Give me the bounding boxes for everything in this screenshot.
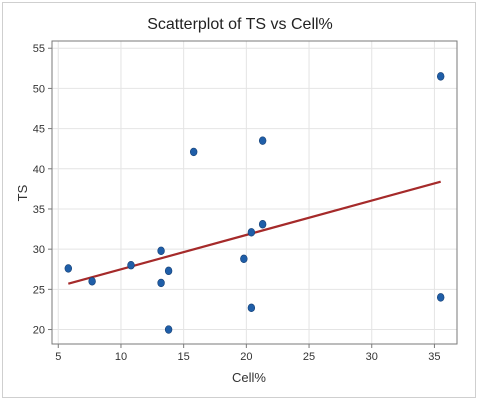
data-point: [88, 277, 96, 286]
y-tick-label: 55: [33, 43, 45, 55]
x-tick-label: 35: [428, 351, 440, 363]
x-tick-label: 20: [240, 351, 252, 363]
data-point: [64, 264, 73, 273]
data-point: [436, 72, 445, 81]
x-tick-label: 5: [55, 351, 61, 363]
y-tick-label: 25: [33, 284, 45, 296]
y-tick-label: 30: [33, 244, 45, 256]
y-tick-label: 35: [33, 204, 45, 216]
chart-frame: [2, 2, 476, 398]
x-tick-label: 10: [115, 351, 127, 363]
plot-area: [51, 40, 458, 345]
data-point: [247, 303, 256, 313]
y-tick-label: 50: [33, 83, 45, 95]
y-tick-label: 20: [33, 325, 45, 337]
data-point: [258, 220, 267, 229]
x-tick-label: 25: [303, 351, 315, 363]
data-point: [240, 254, 248, 264]
data-point: [247, 228, 256, 237]
data-point: [164, 266, 173, 276]
axis-ticks: 5 10 15 20 25 30 35 20 25 30 35 40 45 50 55: [33, 43, 441, 363]
data-point: [189, 147, 198, 157]
data-point: [157, 246, 165, 255]
x-axis-title: Cell%: [232, 370, 266, 385]
data-point: [127, 261, 135, 270]
grid: [52, 41, 457, 344]
data-point: [164, 325, 173, 334]
data-point: [436, 293, 445, 302]
y-tick-label: 40: [33, 164, 45, 176]
y-axis-title: TS: [15, 184, 30, 201]
y-tick-label: 45: [33, 124, 45, 136]
x-tick-label: 30: [366, 351, 378, 363]
data-point: [157, 278, 165, 288]
data-points: [64, 72, 445, 334]
chart-title: Scatterplot of TS vs Cell%: [147, 16, 333, 33]
x-tick-label: 15: [178, 351, 190, 363]
data-point: [258, 136, 267, 145]
